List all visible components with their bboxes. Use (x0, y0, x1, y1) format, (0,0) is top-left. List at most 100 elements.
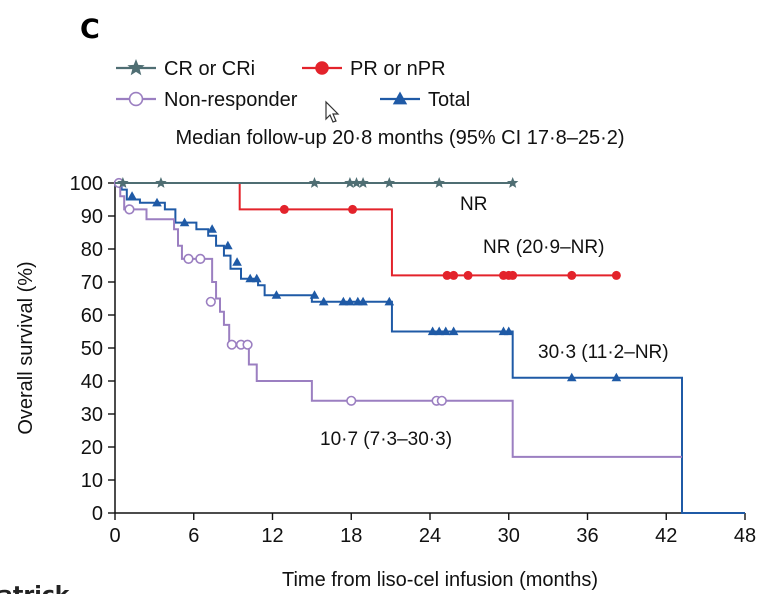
x-tick-label: 24 (419, 525, 441, 547)
censor-marker (463, 270, 473, 280)
x-axis-title: Time from liso-cel infusion (months) (282, 569, 598, 591)
censor-marker (506, 177, 519, 188)
legend-item: Total (380, 89, 470, 111)
legend: CR or CRi PR or nPR Non-responder Total (116, 58, 470, 111)
censor-marker (127, 191, 137, 200)
legend-marker (127, 59, 145, 76)
y-tick-label: 30 (81, 404, 103, 426)
censor-marker (232, 257, 242, 266)
median-label: 30·3 (11·2–NR) (538, 342, 669, 363)
censor-marker (124, 204, 135, 215)
series-pr-or-npr (115, 182, 621, 280)
x-tick-label: 12 (261, 525, 283, 547)
y-tick-label: 60 (81, 305, 103, 327)
censor-marker (503, 326, 514, 336)
censor-marker (383, 177, 396, 188)
censor-marker (245, 273, 255, 283)
y-tick-label: 40 (81, 371, 103, 393)
censor-marker (448, 326, 459, 336)
y-tick-label: 90 (81, 206, 103, 228)
cropped-text: atrick (0, 583, 71, 594)
axes: 0 10 20 30 40 50 60 70 80 90 100 0 6 12 18 24 30 36 42 48 (70, 173, 757, 547)
panel-label: C (80, 14, 100, 45)
series-total (114, 178, 745, 514)
censor-marker (566, 372, 577, 382)
censor-marker (567, 270, 577, 280)
median-labels: NR NR (20·9–NR) 10·7 (7·3–30·3) 30·3 (11·2–… (320, 194, 669, 450)
censor-marker (318, 296, 329, 306)
legend-item: PR or nPR (302, 58, 446, 80)
series-layer (113, 177, 745, 514)
y-tick-label: 100 (70, 173, 103, 195)
censor-marker (434, 326, 444, 336)
censor-marker (436, 395, 447, 406)
x-tick-label: 36 (576, 525, 598, 547)
censor-marker (611, 372, 622, 382)
censor-marker (433, 177, 445, 188)
censor-marker (344, 177, 356, 188)
censor-marker (207, 224, 217, 233)
censor-marker (308, 177, 321, 188)
censor-marker (271, 290, 282, 299)
y-tick-label: 20 (81, 437, 103, 459)
series-non-responder (113, 177, 682, 458)
censor-marker (242, 339, 253, 350)
series-cr-or-cri (115, 177, 519, 188)
legend-item: CR or CRi (116, 58, 255, 80)
x-tick-label: 48 (734, 525, 756, 547)
censor-marker (117, 177, 129, 188)
legend-marker (128, 91, 144, 107)
censor-marker (309, 290, 320, 299)
legend-marker (315, 61, 329, 75)
censor-marker (251, 273, 262, 283)
y-tick-label: 80 (81, 239, 103, 261)
x-tick-label: 18 (340, 525, 362, 547)
censor-marker (442, 270, 452, 280)
censor-marker (279, 204, 289, 214)
censor-marker (226, 339, 237, 350)
x-tick-label: 30 (498, 525, 520, 547)
censor-marker (338, 296, 349, 306)
censor-marker (223, 240, 233, 250)
censor-marker (508, 270, 518, 280)
censor-marker (155, 177, 167, 188)
x-tick-label: 6 (188, 525, 199, 547)
y-tick-label: 0 (92, 503, 103, 525)
censor-marker (345, 296, 355, 306)
x-tick-label: 42 (655, 525, 677, 547)
median-label: NR (460, 194, 487, 215)
median-label: NR (20·9–NR) (483, 237, 604, 258)
legend-label: Non-responder (164, 89, 298, 111)
censor-marker (152, 197, 162, 207)
legend-label: CR or CRi (164, 58, 255, 80)
censor-marker (357, 177, 369, 188)
censor-marker (384, 296, 395, 306)
censor-marker (350, 177, 363, 188)
censor-marker (346, 395, 357, 406)
median-label: 10·7 (7·3–30·3) (320, 429, 452, 450)
censor-marker (358, 296, 368, 306)
legend-label: Total (428, 89, 470, 111)
censor-marker (440, 326, 451, 336)
y-tick-label: 50 (81, 338, 103, 360)
y-tick-label: 10 (81, 470, 103, 492)
survival-curve (115, 182, 745, 514)
censor-marker (179, 217, 190, 227)
censor-marker (195, 253, 206, 264)
chart-subtitle: Median follow-up 20·8 months (95% CI 17·… (175, 127, 624, 149)
x-tick-label: 0 (109, 525, 120, 547)
censor-marker (348, 204, 358, 214)
legend-item: Non-responder (116, 89, 298, 111)
y-axis-title: Overall survival (%) (15, 261, 37, 434)
censor-marker (449, 270, 459, 280)
survival-curve (115, 182, 682, 458)
mouse-pointer-icon (325, 100, 340, 123)
censor-marker (183, 253, 194, 264)
legend-marker (392, 91, 408, 105)
legend-label: PR or nPR (350, 58, 446, 80)
censor-marker (205, 296, 216, 307)
y-tick-label: 70 (81, 272, 103, 294)
censor-marker (611, 270, 621, 280)
censor-marker (427, 326, 438, 336)
